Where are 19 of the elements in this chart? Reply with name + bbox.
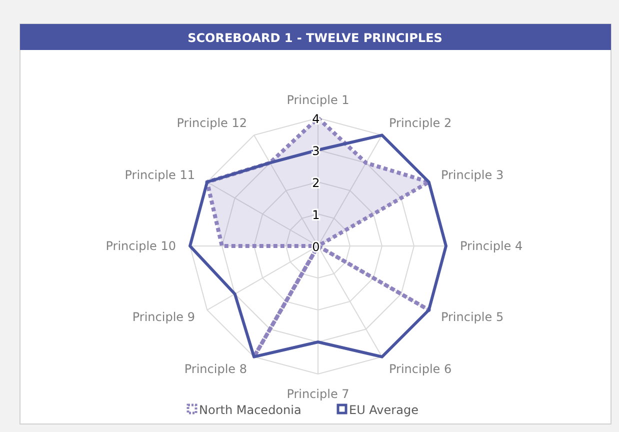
spoke-label: Principle 9 bbox=[132, 310, 196, 324]
spoke-label: Principle 10 bbox=[106, 239, 176, 253]
y-tick-label: 4 bbox=[312, 112, 320, 126]
spoke-label: Principle 11 bbox=[124, 168, 196, 182]
chart-title: SCOREBOARD 1 - TWELVE PRINCIPLES bbox=[188, 31, 442, 45]
spoke-label: Principle 2 bbox=[389, 116, 452, 130]
legend-label: North Macedonia bbox=[199, 403, 302, 417]
spoke-label: Principle 4 bbox=[460, 239, 523, 253]
spoke-label: Principle 6 bbox=[389, 362, 452, 376]
spoke-label: Principle 5 bbox=[440, 310, 504, 324]
y-tick-label: 2 bbox=[312, 176, 320, 190]
spoke-label: Principle 7 bbox=[286, 387, 350, 401]
spoke-label: Principle 12 bbox=[176, 116, 247, 130]
y-tick-label: 1 bbox=[312, 208, 320, 222]
spoke-label: Principle 8 bbox=[184, 362, 247, 376]
y-tick-label: 0 bbox=[312, 240, 320, 254]
spoke-label: Principle 1 bbox=[286, 93, 350, 107]
spoke-label: Principle 3 bbox=[440, 168, 504, 182]
legend-label: EU Average bbox=[349, 403, 418, 417]
